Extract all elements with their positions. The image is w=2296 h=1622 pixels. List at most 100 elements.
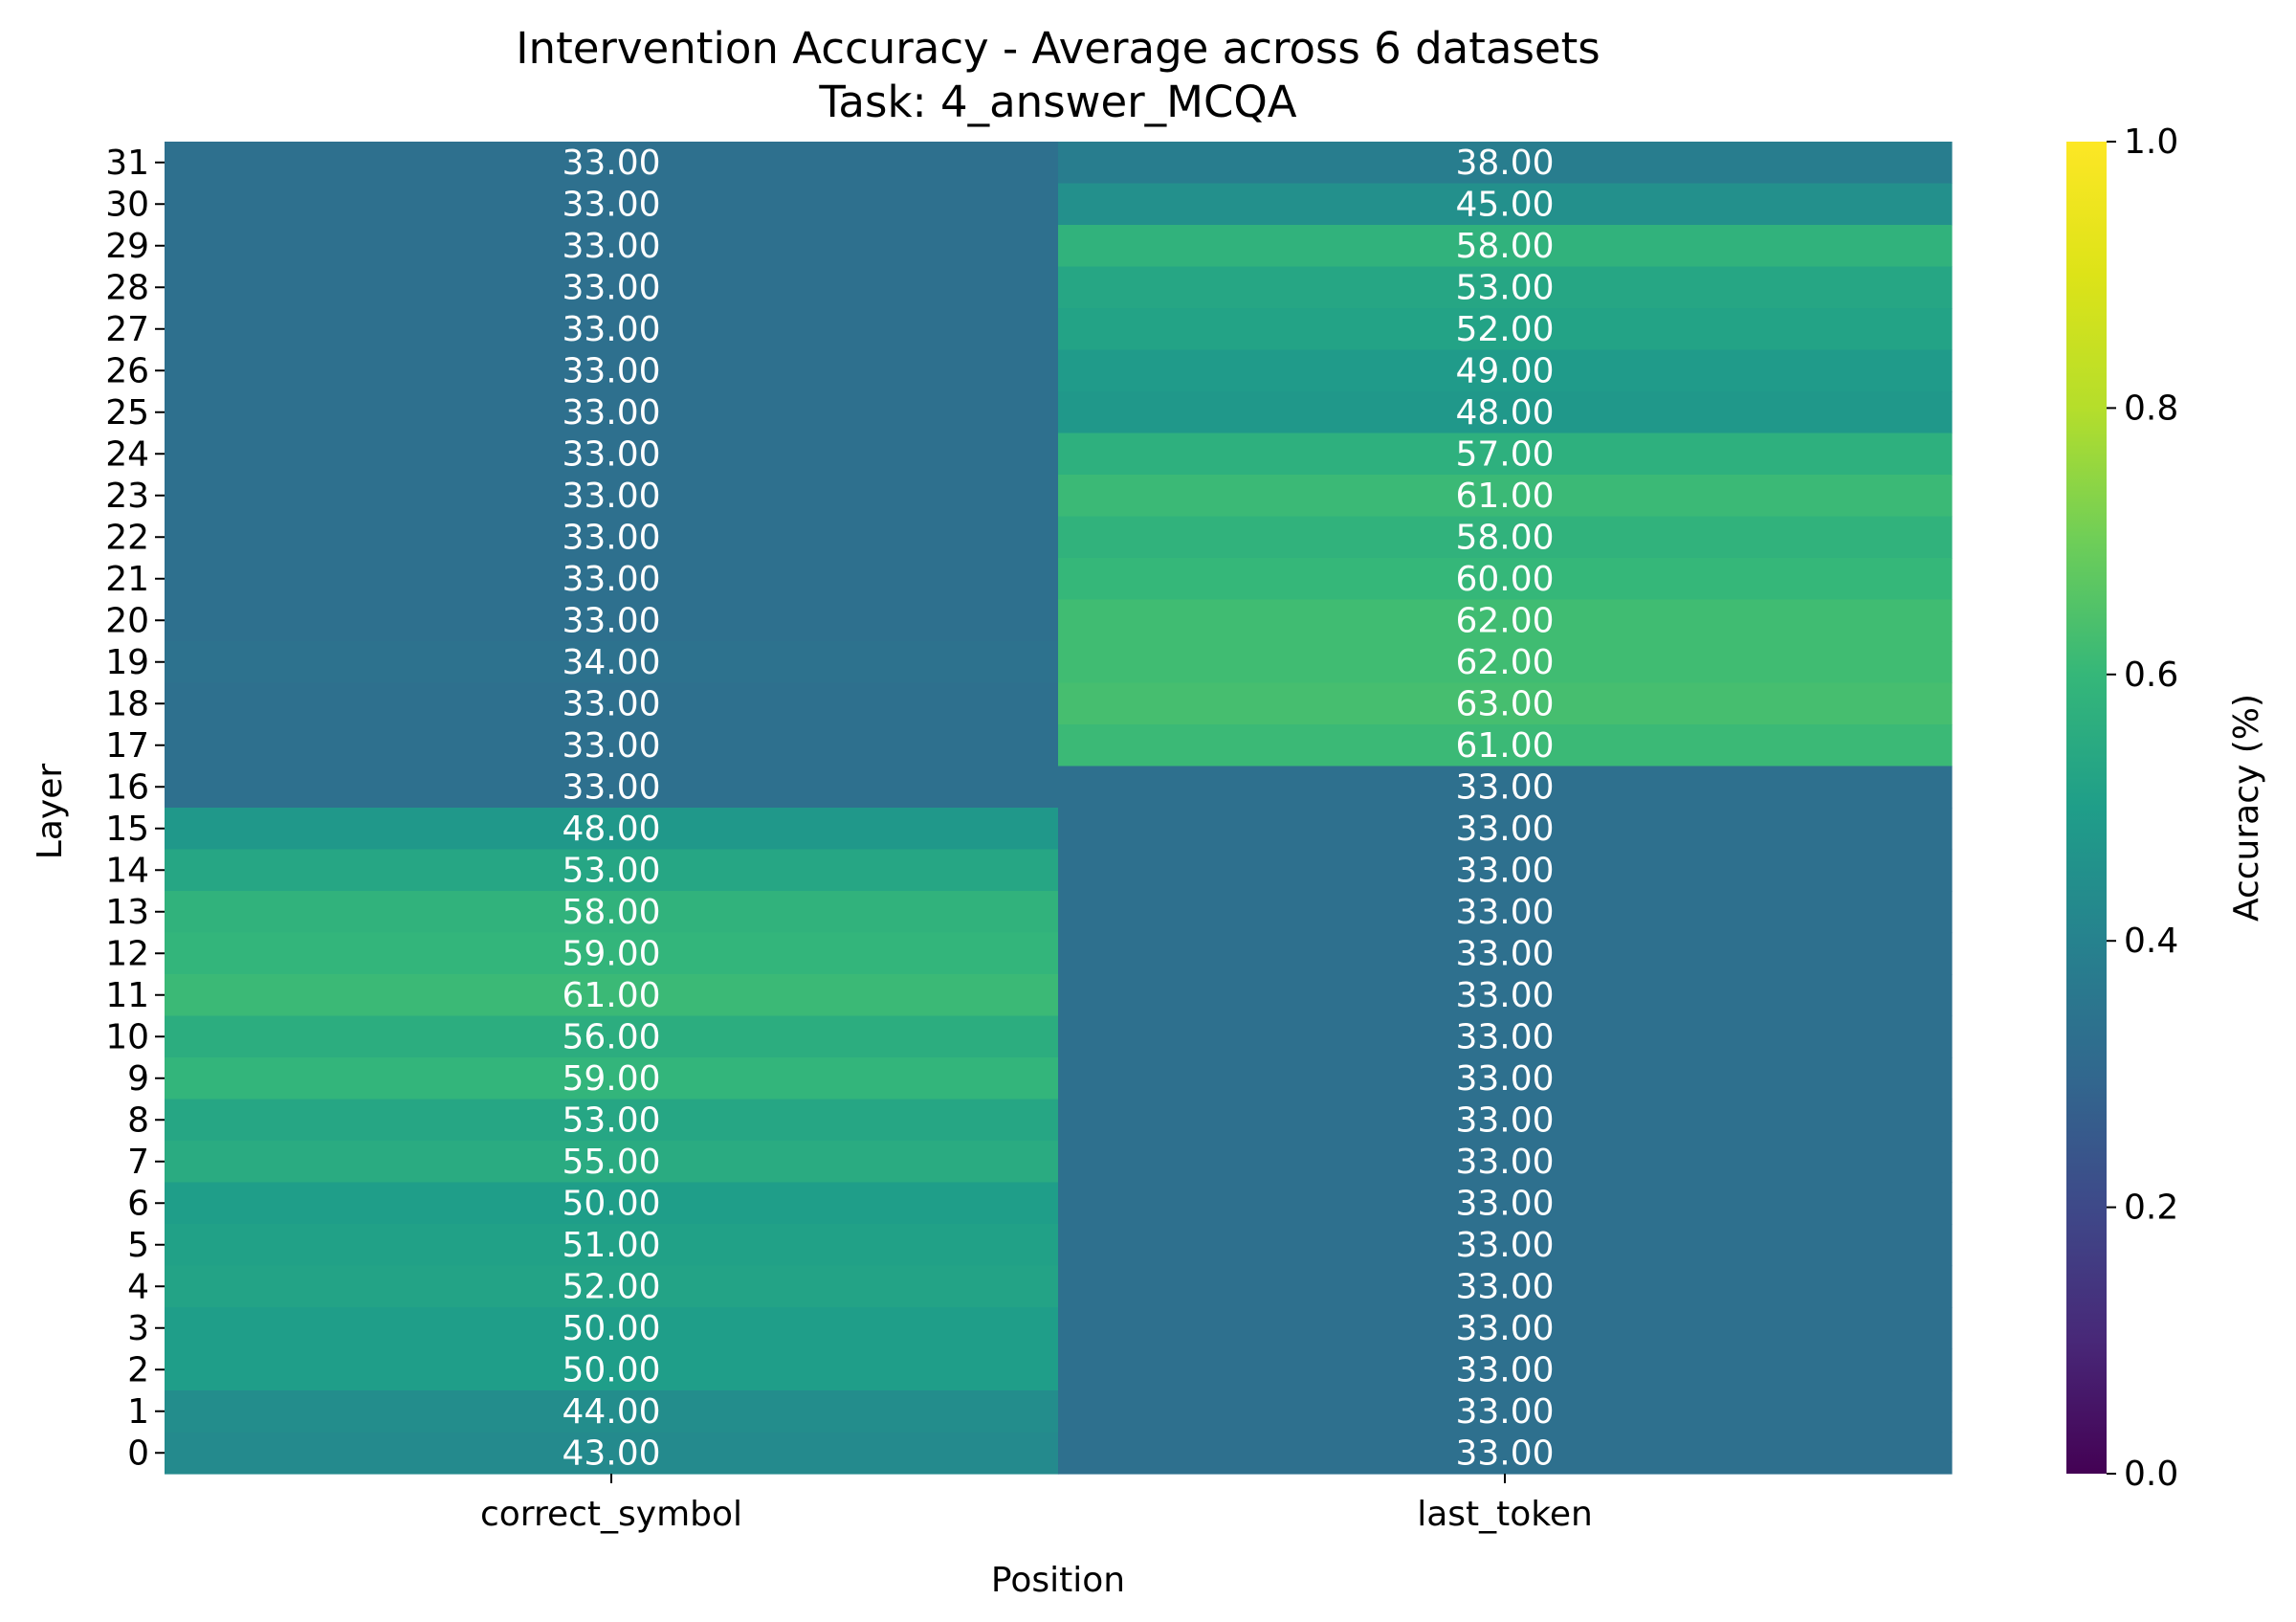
y-tick-label: 10: [105, 1017, 149, 1056]
cell-value-label: 62.00: [1455, 601, 1554, 640]
cell-value-label: 61.00: [562, 976, 660, 1015]
colorbar-ticks: 0.0 0.2 0.4 0.6 0.8 1.0: [2107, 122, 2178, 1494]
heatmap-cell: [165, 391, 1059, 434]
y-tick-label: 6: [127, 1184, 149, 1223]
heatmap-cell: [165, 1432, 1059, 1475]
heatmap-cell: [165, 1099, 1059, 1142]
y-tick-label: 14: [105, 851, 149, 890]
cell-value-label: 33.00: [1455, 1143, 1554, 1182]
heatmap-cell-labels: 33.00 38.00 33.00 45.00 33.00 58.00 33.00 53.00…: [562, 144, 1554, 1474]
y-tick-label: 22: [105, 518, 149, 557]
y-tick-label: 8: [127, 1100, 149, 1140]
cell-value-label: 60.00: [1455, 560, 1554, 599]
heatmap-cell: [165, 183, 1059, 226]
heatmap-cell: [165, 516, 1059, 559]
y-tick-label: 4: [127, 1267, 149, 1306]
cell-value-label: 33.00: [1455, 1059, 1554, 1099]
heatmap-cell: [1058, 1390, 1953, 1433]
cell-value-label: 33.00: [1455, 1017, 1554, 1056]
y-tick-label: 29: [105, 227, 149, 266]
heatmap-cell: [1058, 349, 1953, 392]
cell-value-label: 33.00: [562, 227, 660, 266]
heatmap-cell: [1058, 1141, 1953, 1184]
cell-value-label: 33.00: [562, 310, 660, 349]
cell-value-label: 61.00: [1455, 477, 1554, 516]
cell-value-label: 59.00: [562, 934, 660, 973]
cell-value-label: 33.00: [562, 684, 660, 723]
heatmap-cell: [165, 1265, 1059, 1308]
x-tick-label: correct_symbol: [480, 1495, 742, 1534]
heatmap-cell: [165, 1390, 1059, 1433]
cell-value-label: 52.00: [562, 1267, 660, 1306]
heatmap-cell: [1058, 849, 1953, 892]
y-tick-label: 26: [105, 351, 149, 390]
heatmap-cell: [165, 1348, 1059, 1391]
colorbar-label: Accuracy (%): [2227, 694, 2266, 922]
y-tick-label: 11: [105, 976, 149, 1015]
cell-value-label: 44.00: [562, 1392, 660, 1432]
heatmap-cell: [1058, 225, 1953, 268]
cell-value-label: 33.00: [562, 767, 660, 807]
cell-value-label: 33.00: [1455, 1309, 1554, 1348]
heatmap-cell: [165, 599, 1059, 642]
heatmap-cell: [165, 1141, 1059, 1184]
heatmap-cell: [165, 1182, 1059, 1225]
y-tick-label: 7: [127, 1143, 149, 1182]
y-tick-label: 28: [105, 268, 149, 307]
heatmap-cell: [165, 142, 1059, 185]
heatmap-cell: [165, 641, 1059, 684]
colorbar-tick-label: 0.2: [2124, 1189, 2178, 1228]
heatmap-cell: [165, 1057, 1059, 1100]
x-tick-label: last_token: [1417, 1495, 1593, 1534]
cell-value-label: 50.00: [562, 1309, 660, 1348]
cell-value-label: 33.00: [562, 185, 660, 224]
colorbar-tick-label: 0.0: [2124, 1455, 2178, 1494]
cell-value-label: 55.00: [562, 1143, 660, 1182]
heatmap-cells: [165, 142, 1953, 1475]
cell-value-label: 53.00: [562, 1100, 660, 1140]
cell-value-label: 48.00: [562, 810, 660, 849]
heatmap-cell: [1058, 1099, 1953, 1142]
heatmap-cell: [1058, 682, 1953, 725]
cell-value-label: 58.00: [562, 893, 660, 932]
cell-value-label: 33.00: [562, 268, 660, 307]
y-tick-label: 19: [105, 643, 149, 682]
cell-value-label: 59.00: [562, 1059, 660, 1099]
heatmap-cell: [165, 724, 1059, 767]
cell-value-label: 33.00: [1455, 1100, 1554, 1140]
cell-value-label: 53.00: [1455, 268, 1554, 307]
cell-value-label: 33.00: [1455, 1267, 1554, 1306]
heatmap-cell: [165, 932, 1059, 975]
heatmap-cell: [1058, 724, 1953, 767]
heatmap-cell: [1058, 1265, 1953, 1308]
heatmap-cell: [1058, 1015, 1953, 1058]
cell-value-label: 33.00: [1455, 1433, 1554, 1473]
cell-value-label: 33.00: [562, 560, 660, 599]
cell-value-label: 33.00: [1455, 934, 1554, 973]
cell-value-label: 33.00: [1455, 851, 1554, 890]
heatmap-cell: [1058, 641, 1953, 684]
chart-title: Intervention Accuracy - Average across 6…: [516, 23, 1600, 74]
cell-value-label: 33.00: [1455, 893, 1554, 932]
heatmap-cell: [1058, 1432, 1953, 1475]
y-tick-label: 21: [105, 560, 149, 599]
y-tick-label: 2: [127, 1350, 149, 1389]
heatmap-cell: [165, 266, 1059, 309]
cell-value-label: 57.00: [1455, 434, 1554, 474]
cell-value-label: 51.00: [562, 1226, 660, 1265]
heatmap-cell: [1058, 599, 1953, 642]
heatmap-cell: [1058, 766, 1953, 809]
heatmap-cell: [1058, 974, 1953, 1017]
heatmap-cell: [1058, 1182, 1953, 1225]
heatmap-cell: [165, 433, 1059, 476]
cell-value-label: 33.00: [1455, 767, 1554, 807]
heatmap-cell: [1058, 391, 1953, 434]
heatmap-cell: [1058, 808, 1953, 851]
y-tick-label: 23: [105, 477, 149, 516]
y-tick-label: 0: [127, 1433, 149, 1473]
x-axis-ticks: correct_symbol last_token: [480, 1474, 1593, 1534]
x-axis-label: Position: [991, 1561, 1125, 1600]
heatmap-cell: [165, 1015, 1059, 1058]
heatmap-cell: [165, 766, 1059, 809]
heatmap-cell: [1058, 1057, 1953, 1100]
